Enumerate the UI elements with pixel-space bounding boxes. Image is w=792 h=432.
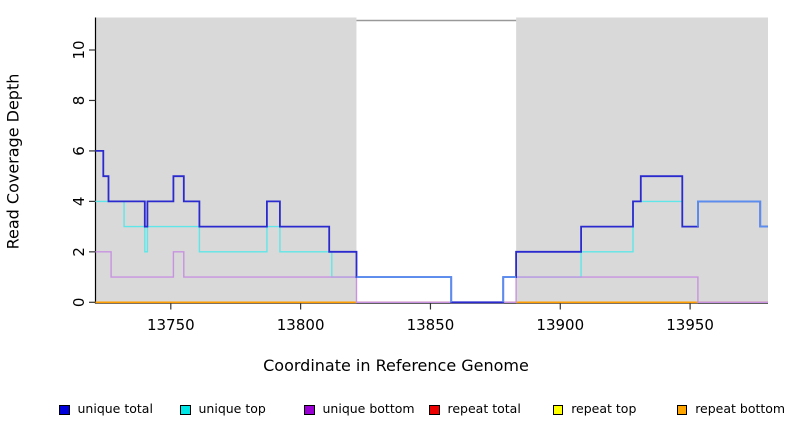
unique-region-left <box>95 17 357 303</box>
unique-region-right <box>516 17 768 303</box>
x-tick-label: 13800 <box>277 316 325 334</box>
y-tick-label: 10 <box>70 40 88 59</box>
legend-label: repeat bottom <box>695 401 786 416</box>
series-unique-overlap-highlight <box>502 276 517 303</box>
series-unique-overlap-highlight <box>356 276 453 303</box>
series-unique-overlap-highlight <box>697 200 768 228</box>
y-tick-label: 0 <box>70 298 88 308</box>
legend-label: unique top <box>198 401 266 416</box>
y-axis-title: Read Coverage Depth <box>3 73 23 250</box>
legend-label: unique bottom <box>322 401 415 416</box>
legend-label: repeat total <box>447 401 521 416</box>
y-tick-label: 6 <box>70 146 88 156</box>
x-axis-title: Coordinate in Reference Genome <box>263 356 529 375</box>
x-tick-label: 13950 <box>666 316 714 334</box>
legend-swatch-repeat-total <box>429 404 440 415</box>
series-unique-total <box>95 150 768 304</box>
legend-label: unique total <box>77 401 153 416</box>
legend-swatch-repeat-top <box>552 404 564 415</box>
legend-swatch-unique-bottom <box>304 404 315 415</box>
x-tick-label: 13850 <box>407 316 455 334</box>
legend-swatch-repeat-bottom <box>676 404 688 415</box>
legend-swatch-unique-total <box>59 404 70 415</box>
legend-label: repeat top <box>571 401 637 416</box>
x-tick-label: 13750 <box>147 316 195 334</box>
y-tick-label: 8 <box>70 96 88 106</box>
y-tick-label: 2 <box>70 247 88 257</box>
y-tick-label: 4 <box>70 197 88 207</box>
series-unique-bottom <box>95 251 768 303</box>
legend-swatch-unique-top <box>180 404 191 415</box>
x-tick-label: 13900 <box>536 316 584 334</box>
legend: unique total unique top unique bottom repea… <box>0 399 792 423</box>
